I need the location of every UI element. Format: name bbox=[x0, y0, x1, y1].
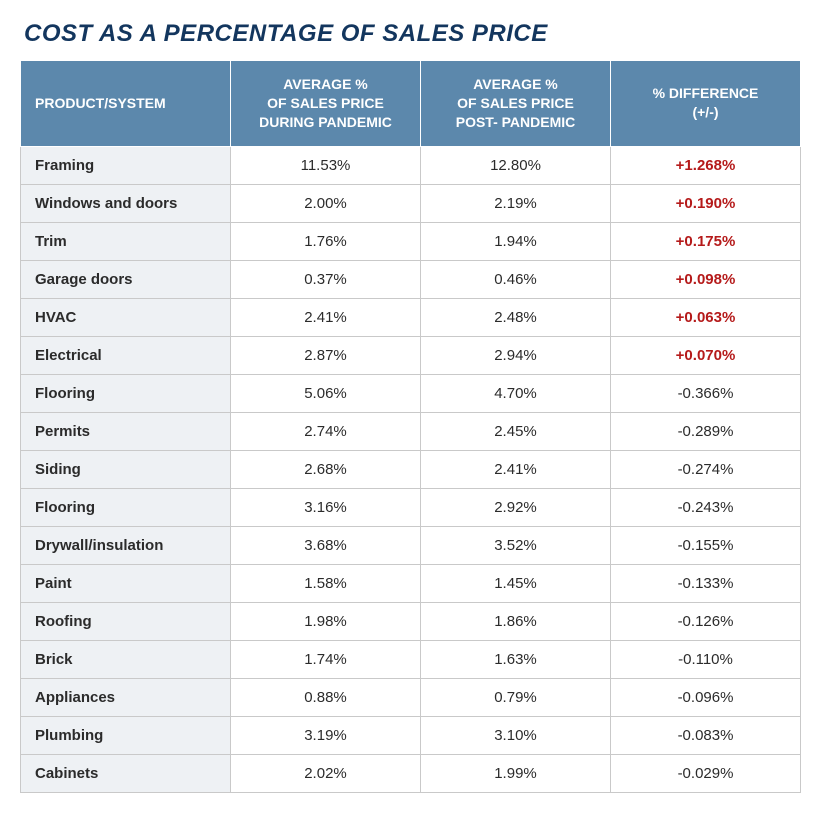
cell-during: 2.74% bbox=[231, 412, 421, 450]
cell-product: Drywall/insulation bbox=[21, 526, 231, 564]
cell-during: 2.02% bbox=[231, 754, 421, 792]
cell-post: 1.63% bbox=[421, 640, 611, 678]
cell-post: 2.48% bbox=[421, 298, 611, 336]
table-row: Flooring5.06%4.70%-0.366% bbox=[21, 374, 801, 412]
cell-during: 11.53% bbox=[231, 146, 421, 184]
table-row: Drywall/insulation3.68%3.52%-0.155% bbox=[21, 526, 801, 564]
cell-diff: -0.083% bbox=[611, 716, 801, 754]
cell-diff: -0.366% bbox=[611, 374, 801, 412]
cell-diff: -0.029% bbox=[611, 754, 801, 792]
cell-post: 1.99% bbox=[421, 754, 611, 792]
table-row: Flooring3.16%2.92%-0.243% bbox=[21, 488, 801, 526]
cell-post: 2.92% bbox=[421, 488, 611, 526]
cell-diff: -0.133% bbox=[611, 564, 801, 602]
cell-post: 12.80% bbox=[421, 146, 611, 184]
cell-product: Cabinets bbox=[21, 754, 231, 792]
cell-diff: -0.110% bbox=[611, 640, 801, 678]
cell-during: 2.00% bbox=[231, 184, 421, 222]
cell-diff: -0.155% bbox=[611, 526, 801, 564]
table-row: Brick1.74%1.63%-0.110% bbox=[21, 640, 801, 678]
table-row: Garage doors0.37%0.46%+0.098% bbox=[21, 260, 801, 298]
page-title: COST AS A PERCENTAGE OF SALES PRICE bbox=[24, 20, 800, 48]
cell-diff: +1.268% bbox=[611, 146, 801, 184]
cell-product: Plumbing bbox=[21, 716, 231, 754]
cell-product: Trim bbox=[21, 222, 231, 260]
cell-diff: +0.070% bbox=[611, 336, 801, 374]
table-row: Electrical2.87%2.94%+0.070% bbox=[21, 336, 801, 374]
table-row: Appliances0.88%0.79%-0.096% bbox=[21, 678, 801, 716]
cell-during: 2.41% bbox=[231, 298, 421, 336]
table-row: Paint1.58%1.45%-0.133% bbox=[21, 564, 801, 602]
table-row: Plumbing3.19%3.10%-0.083% bbox=[21, 716, 801, 754]
cell-during: 2.68% bbox=[231, 450, 421, 488]
cell-post: 4.70% bbox=[421, 374, 611, 412]
th-during: AVERAGE %OF SALES PRICEDURING PANDEMIC bbox=[231, 61, 421, 147]
cell-post: 3.10% bbox=[421, 716, 611, 754]
cell-during: 0.37% bbox=[231, 260, 421, 298]
table-row: HVAC2.41%2.48%+0.063% bbox=[21, 298, 801, 336]
cell-diff: +0.063% bbox=[611, 298, 801, 336]
cell-product: Brick bbox=[21, 640, 231, 678]
cell-post: 1.94% bbox=[421, 222, 611, 260]
cell-diff: +0.190% bbox=[611, 184, 801, 222]
table-header: PRODUCT/SYSTEM AVERAGE %OF SALES PRICEDU… bbox=[21, 61, 801, 147]
th-product: PRODUCT/SYSTEM bbox=[21, 61, 231, 147]
cell-post: 0.46% bbox=[421, 260, 611, 298]
cell-diff: -0.289% bbox=[611, 412, 801, 450]
cell-post: 2.45% bbox=[421, 412, 611, 450]
cell-during: 1.76% bbox=[231, 222, 421, 260]
cell-during: 0.88% bbox=[231, 678, 421, 716]
cell-product: Framing bbox=[21, 146, 231, 184]
cell-product: Siding bbox=[21, 450, 231, 488]
cell-diff: -0.243% bbox=[611, 488, 801, 526]
cell-post: 2.19% bbox=[421, 184, 611, 222]
cell-during: 1.74% bbox=[231, 640, 421, 678]
cell-product: Electrical bbox=[21, 336, 231, 374]
cell-during: 2.87% bbox=[231, 336, 421, 374]
cell-during: 1.58% bbox=[231, 564, 421, 602]
cell-product: Windows and doors bbox=[21, 184, 231, 222]
cell-product: Flooring bbox=[21, 374, 231, 412]
cell-during: 1.98% bbox=[231, 602, 421, 640]
cell-post: 3.52% bbox=[421, 526, 611, 564]
cell-during: 3.68% bbox=[231, 526, 421, 564]
cell-diff: +0.098% bbox=[611, 260, 801, 298]
cell-product: Permits bbox=[21, 412, 231, 450]
table-row: Framing11.53%12.80%+1.268% bbox=[21, 146, 801, 184]
cell-during: 3.16% bbox=[231, 488, 421, 526]
cell-diff: -0.274% bbox=[611, 450, 801, 488]
cell-post: 2.94% bbox=[421, 336, 611, 374]
th-post: AVERAGE %OF SALES PRICEPOST- PANDEMIC bbox=[421, 61, 611, 147]
cell-during: 3.19% bbox=[231, 716, 421, 754]
cell-product: Flooring bbox=[21, 488, 231, 526]
table-body: Framing11.53%12.80%+1.268%Windows and do… bbox=[21, 146, 801, 792]
cell-post: 2.41% bbox=[421, 450, 611, 488]
cost-table: PRODUCT/SYSTEM AVERAGE %OF SALES PRICEDU… bbox=[20, 60, 801, 793]
cell-product: Paint bbox=[21, 564, 231, 602]
table-row: Permits2.74%2.45%-0.289% bbox=[21, 412, 801, 450]
cell-post: 0.79% bbox=[421, 678, 611, 716]
cell-product: HVAC bbox=[21, 298, 231, 336]
cell-diff: -0.096% bbox=[611, 678, 801, 716]
table-row: Trim1.76%1.94%+0.175% bbox=[21, 222, 801, 260]
table-row: Cabinets2.02%1.99%-0.029% bbox=[21, 754, 801, 792]
cell-post: 1.45% bbox=[421, 564, 611, 602]
th-diff: % DIFFERENCE(+/-) bbox=[611, 61, 801, 147]
cell-product: Appliances bbox=[21, 678, 231, 716]
table-row: Roofing1.98%1.86%-0.126% bbox=[21, 602, 801, 640]
table-row: Windows and doors2.00%2.19%+0.190% bbox=[21, 184, 801, 222]
cell-post: 1.86% bbox=[421, 602, 611, 640]
cell-diff: -0.126% bbox=[611, 602, 801, 640]
cell-during: 5.06% bbox=[231, 374, 421, 412]
table-row: Siding2.68%2.41%-0.274% bbox=[21, 450, 801, 488]
cell-product: Roofing bbox=[21, 602, 231, 640]
cell-product: Garage doors bbox=[21, 260, 231, 298]
cell-diff: +0.175% bbox=[611, 222, 801, 260]
